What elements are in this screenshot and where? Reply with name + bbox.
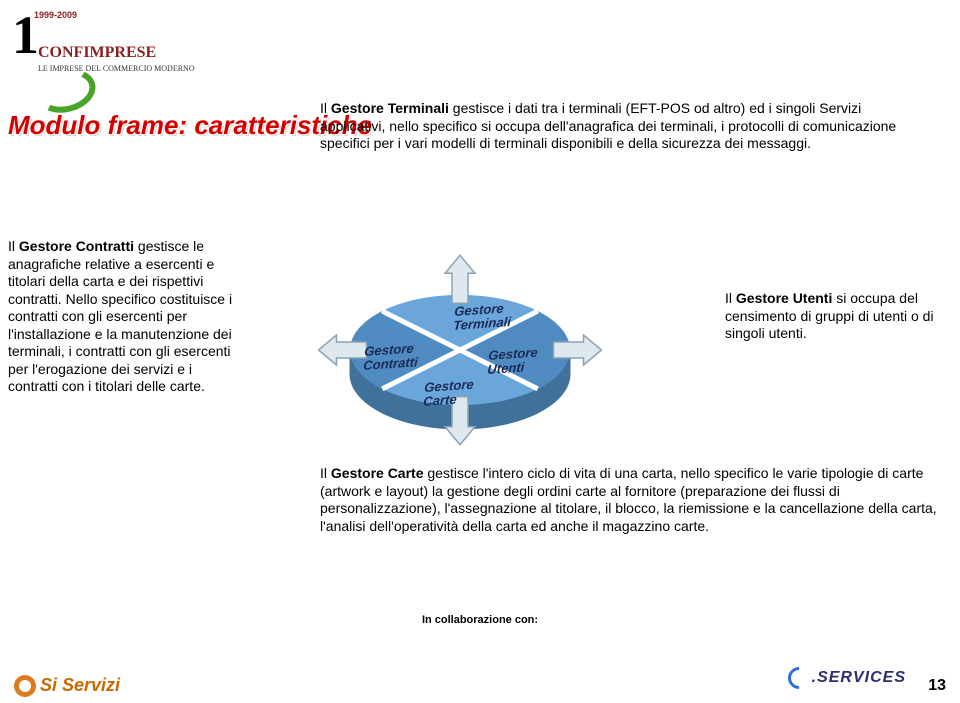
left-bold: Gestore Contratti (19, 238, 134, 254)
right-bold: Gestore Utenti (736, 290, 832, 306)
top-bold: Gestore Terminali (331, 100, 449, 116)
pie-diagram: GestoreContrattiGestoreTerminaliGestoreU… (305, 230, 615, 450)
slide-title: Modulo frame: caratteristiche (8, 110, 372, 141)
logo-brand: CONFIMPRESE (38, 44, 156, 62)
logo-one-icon: 1 (12, 14, 39, 57)
svg-text:Utenti: Utenti (487, 359, 525, 376)
pie-svg: GestoreContrattiGestoreTerminaliGestoreU… (305, 230, 615, 450)
left-prefix: Il (8, 238, 19, 254)
eservices-logo: .SERVICES (788, 667, 906, 689)
footer-center: In collaborazione con: (0, 614, 960, 626)
left-paragraph: Il Gestore Contratti gestisce le anagraf… (8, 238, 244, 396)
si-text: Si Servizi (40, 675, 120, 695)
top-prefix: Il (320, 100, 331, 116)
right-prefix: Il (725, 290, 736, 306)
left-rest: gestisce le anagrafiche relative a eserc… (8, 238, 232, 394)
es-text: .SERVICES (812, 669, 906, 686)
e-swirl-icon (783, 662, 814, 693)
bottom-prefix: Il (320, 465, 331, 481)
logo-ribbon: 1999-2009 (34, 10, 77, 20)
page-number: 13 (928, 677, 946, 695)
bottom-bold: Gestore Carte (331, 465, 424, 481)
top-paragraph: Il Gestore Terminali gestisce i dati tra… (320, 100, 920, 153)
si-servizi-logo: Si Servizi (14, 675, 120, 697)
bottom-paragraph: Il Gestore Carte gestisce l'intero ciclo… (320, 465, 940, 535)
si-circle-icon (14, 675, 36, 697)
right-paragraph: Il Gestore Utenti si occupa del censimen… (725, 290, 945, 343)
svg-text:Carte: Carte (423, 392, 457, 409)
brand-logo: 1999-2009 1 CONFIMPRESE LE IMPRESE DEL C… (8, 8, 198, 88)
